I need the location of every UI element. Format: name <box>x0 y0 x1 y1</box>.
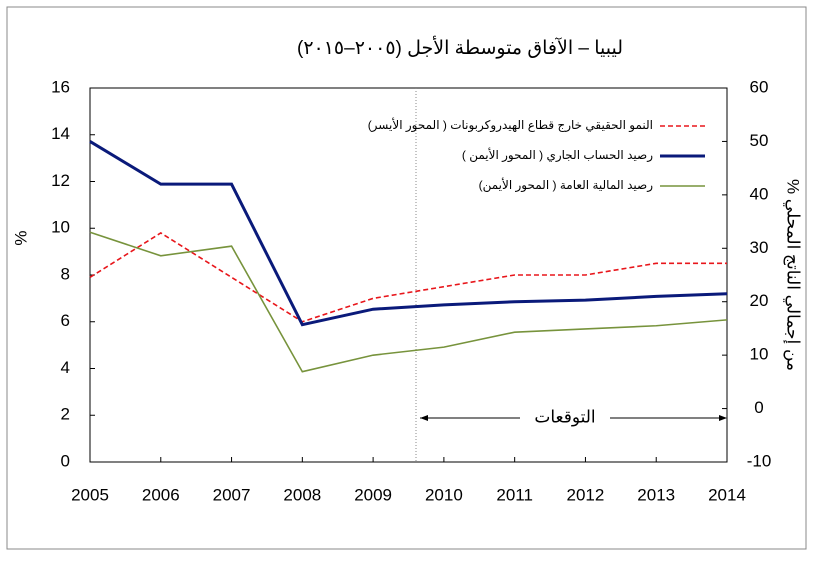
legend-label: رصيد المالية العامة ( المحور الأيمن) <box>479 177 654 193</box>
x-tick-label: 2007 <box>213 485 251 504</box>
y-tick-label: 0 <box>61 451 70 470</box>
x-tick-label: 2005 <box>71 485 109 504</box>
arrow-head <box>420 415 428 421</box>
y2-tick-label: 60 <box>750 77 769 96</box>
x-tick-label: 2014 <box>708 485 746 504</box>
series-line <box>89 231 728 373</box>
y2-axis-label: % من إجمالي الناتج المحلي <box>783 179 803 371</box>
x-tick-label: 2013 <box>637 485 675 504</box>
x-tick-label: 2008 <box>283 485 321 504</box>
series-line <box>89 140 728 327</box>
y-tick-label: 10 <box>51 218 70 237</box>
x-tick-label: 2006 <box>142 485 180 504</box>
y2-tick-label: 40 <box>750 184 769 203</box>
x-tick-label: 2009 <box>354 485 392 504</box>
y2-tick-label: 10 <box>750 345 769 364</box>
y2-tick-label: 0 <box>754 398 763 417</box>
arrow-head <box>719 415 727 421</box>
x-tick-label: 2010 <box>425 485 463 504</box>
x-tick-label: 2011 <box>496 485 533 504</box>
y-tick-label: 2 <box>61 405 70 424</box>
series-line <box>89 231 727 323</box>
y-tick-label: 6 <box>61 311 70 330</box>
legend-label: رصيد الحساب الجاري ( المحور الأيمن ) <box>462 147 653 163</box>
y2-tick-label: 50 <box>750 131 769 150</box>
legend-label: النمو الحقيقي خارج قطاع الهيدروكربونات (… <box>368 117 653 133</box>
y-tick-label: 8 <box>61 264 70 283</box>
y2-tick-label: -10 <box>747 451 772 470</box>
annotation: التوقعات <box>534 407 595 426</box>
y-tick-label: 12 <box>51 171 70 190</box>
chart-title: ليبيا – الآفاق متوسطة الأجل (٢٠٠٥–٢٠١٥) <box>297 36 623 59</box>
frame <box>6 6 807 550</box>
y-tick-label: 4 <box>61 358 70 377</box>
y-tick-label: 16 <box>51 77 70 96</box>
y-axis-label: % <box>11 230 30 245</box>
y-tick-label: 14 <box>51 124 70 143</box>
y2-tick-label: 20 <box>750 291 769 310</box>
y2-tick-label: 30 <box>750 238 769 257</box>
x-tick-label: 2012 <box>567 485 605 504</box>
